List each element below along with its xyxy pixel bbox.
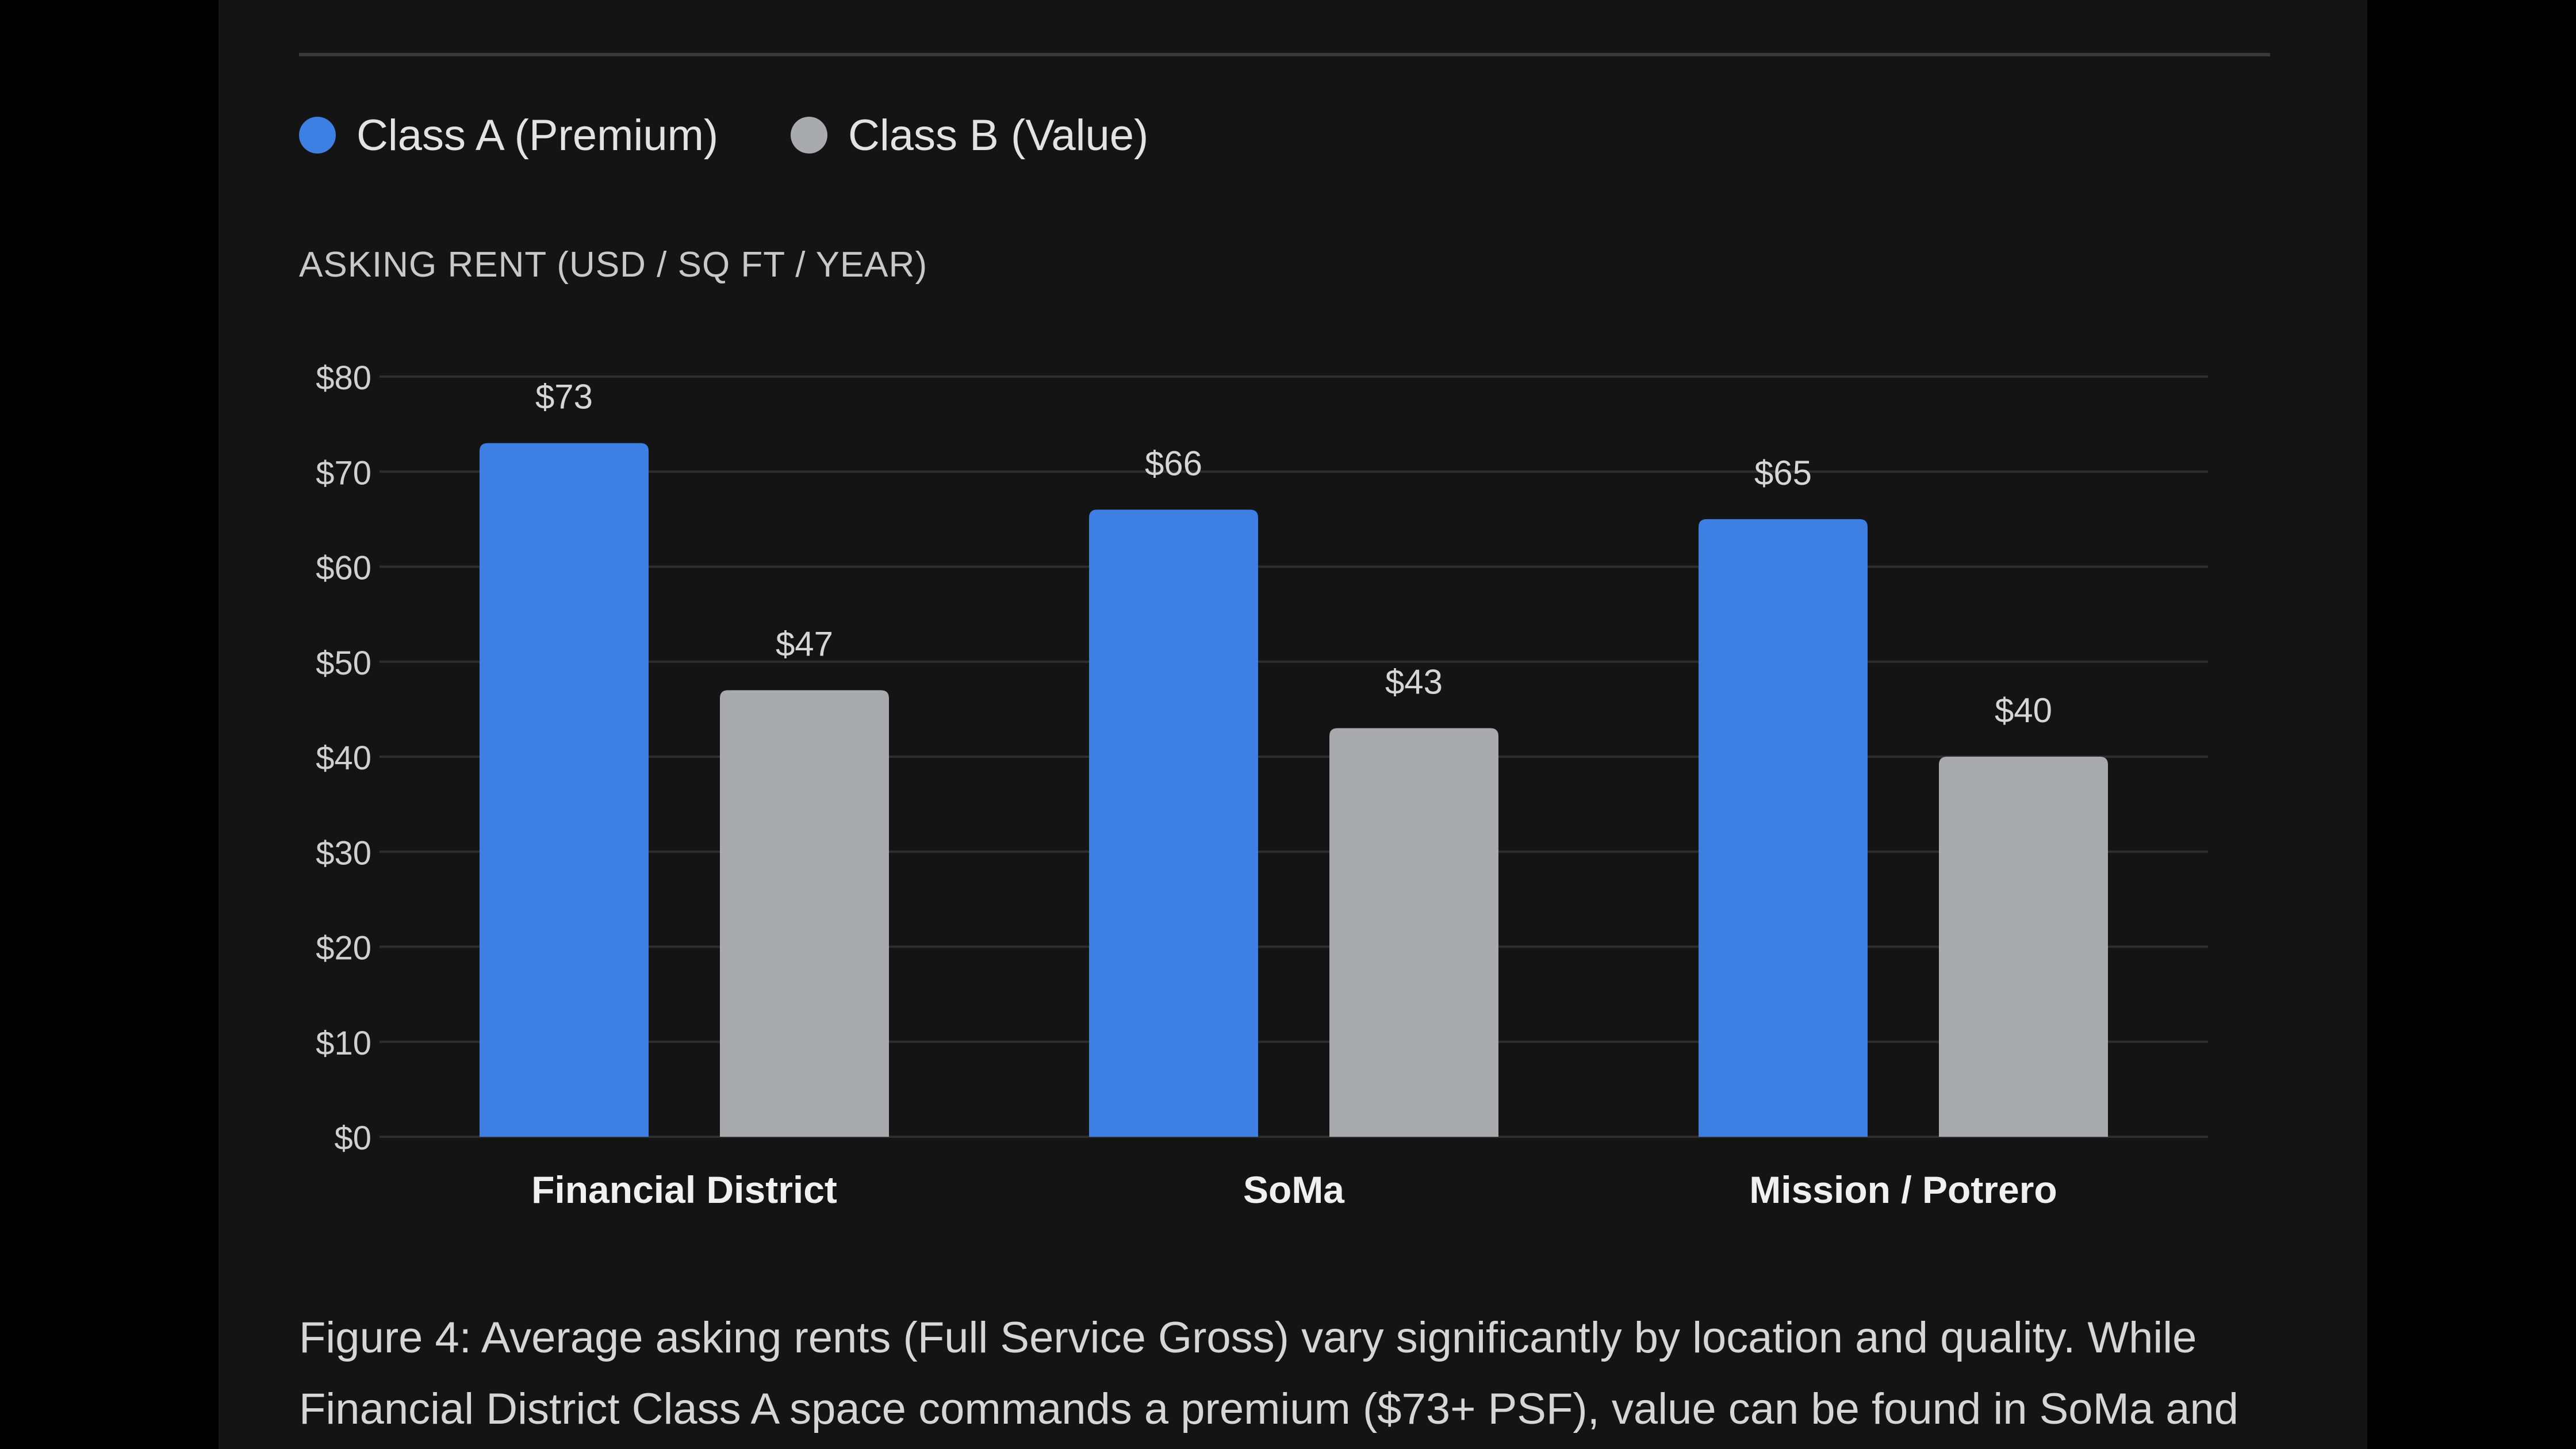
y-tick-label: $60 (316, 550, 371, 587)
legend-item-class-b: Class B (Value) (791, 110, 1149, 160)
bar-class-a-0 (480, 443, 649, 1137)
y-tick-label: $70 (316, 454, 371, 492)
legend-swatch-class-b (791, 117, 827, 154)
bar-class-b-2 (1939, 757, 2108, 1137)
legend-label-class-b: Class B (Value) (848, 110, 1149, 160)
bars (480, 443, 2108, 1137)
bar-value-label: $47 (776, 624, 833, 663)
bar-value-label: $65 (1754, 454, 1812, 492)
bar-value-label: $40 (1995, 691, 2052, 730)
legend-swatch-class-a (299, 117, 336, 154)
legend-item-class-a: Class A (Premium) (299, 110, 719, 160)
bar-class-b-0 (720, 690, 889, 1137)
bar-value-labels: $73 $47 $66 $43 $65 $40 (535, 378, 2052, 730)
y-tick-label: $40 (316, 739, 371, 777)
bar-class-b-1 (1329, 728, 1498, 1137)
figure-caption: Figure 4: Average asking rents (Full Ser… (299, 1313, 2239, 1433)
y-tick-label: $50 (316, 645, 371, 682)
y-tick-label: $10 (316, 1025, 371, 1062)
x-axis-categories: Financial District SoMa Mission / Potrero (531, 1168, 2057, 1211)
bar-chart: $0$10$20$30$40$50$60$70$80 $73$47$66$43$… (316, 359, 2208, 1211)
y-tick-label: $80 (316, 359, 371, 397)
section-divider (299, 53, 2270, 56)
bar-class-a-1 (1089, 509, 1258, 1137)
x-category-label: SoMa (1243, 1168, 1345, 1211)
bar-value-label: $66 (1145, 444, 1202, 482)
y-tick-label: $0 (334, 1120, 371, 1157)
legend-label-class-a: Class A (Premium) (356, 110, 719, 160)
bar-value-label: $43 (1385, 662, 1443, 701)
grid-lines (379, 375, 2208, 1138)
y-tick-label: $30 (316, 834, 371, 872)
x-category-label: Mission / Potrero (1749, 1168, 2057, 1211)
bar-class-a-2 (1699, 519, 1868, 1137)
y-axis-title: ASKING RENT (USD / SQ FT / YEAR) (299, 245, 928, 285)
x-category-label: Financial District (531, 1168, 837, 1211)
y-axis-ticks: $0 $10 $20 $30 $40 $50 $60 $70 $80 (316, 359, 371, 1157)
bar-value-label: $73 (535, 378, 593, 416)
y-tick-label: $20 (316, 930, 371, 967)
